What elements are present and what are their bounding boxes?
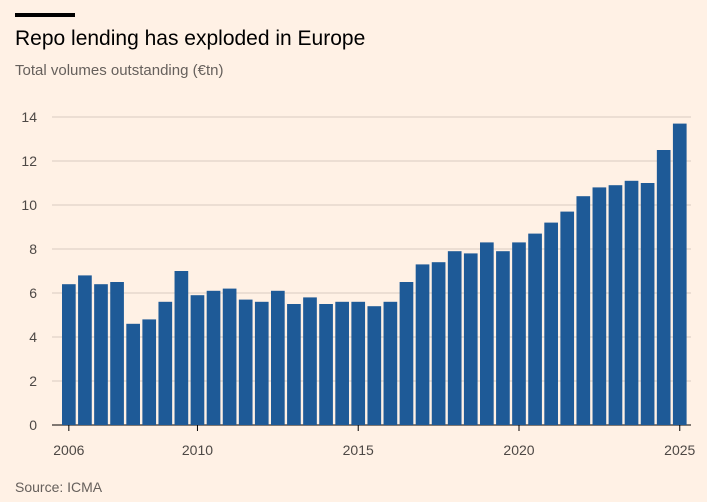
bar-2019 bbox=[480, 242, 494, 425]
bar-2014.5 bbox=[335, 301, 349, 425]
bar-2023 bbox=[608, 185, 623, 425]
bar-2011.5 bbox=[238, 299, 253, 425]
bar-2013.5 bbox=[303, 297, 317, 425]
y-axis-ticks: 0 2 4 6 8 10 12 14 bbox=[21, 109, 37, 433]
bar-2015 bbox=[351, 301, 366, 425]
bar-2012 bbox=[254, 301, 269, 425]
y-tick-label: 8 bbox=[29, 241, 37, 257]
bar-2014 bbox=[319, 304, 333, 425]
bar-2018 bbox=[447, 251, 462, 425]
bar-2011 bbox=[222, 288, 237, 425]
chart-subtitle: Total volumes outstanding (€tn) bbox=[15, 62, 224, 79]
bar-2022 bbox=[576, 196, 591, 425]
y-tick-label: 4 bbox=[29, 329, 37, 345]
bar-2023.5 bbox=[624, 180, 639, 425]
bar-2019.5 bbox=[496, 251, 510, 425]
chart-title: Repo lending has exploded in Europe bbox=[15, 27, 366, 50]
bar-2013 bbox=[287, 304, 301, 425]
y-tick-label: 0 bbox=[29, 417, 37, 433]
bar-2012.5 bbox=[271, 290, 285, 425]
bar-2025 bbox=[672, 123, 687, 425]
x-tick-label: 2025 bbox=[664, 442, 695, 458]
bar-2010.5 bbox=[206, 290, 221, 425]
bar-2020.5 bbox=[528, 233, 542, 425]
x-tick-label: 2015 bbox=[343, 442, 374, 458]
bar-2016.5 bbox=[399, 282, 414, 425]
x-tick-label: 2010 bbox=[182, 442, 213, 458]
y-tick-label: 10 bbox=[21, 197, 37, 213]
bar-2009 bbox=[158, 301, 173, 425]
bar-2008.5 bbox=[142, 319, 157, 425]
y-tick-label: 2 bbox=[29, 373, 37, 389]
bar-2024.5 bbox=[656, 150, 671, 425]
bar-2010 bbox=[190, 295, 205, 425]
bar-2024 bbox=[640, 183, 655, 425]
bar-2008 bbox=[126, 323, 140, 425]
bar-2007 bbox=[94, 284, 108, 425]
bar-2017 bbox=[415, 264, 430, 425]
bar-2006.5 bbox=[78, 275, 92, 425]
bar-2015.5 bbox=[367, 306, 382, 425]
y-tick-label: 12 bbox=[21, 153, 37, 169]
bar-2022.5 bbox=[592, 187, 607, 425]
bar-2006 bbox=[62, 284, 76, 425]
source-note: Source: ICMA bbox=[15, 479, 103, 495]
x-tick-label: 2006 bbox=[53, 442, 84, 458]
y-tick-label: 6 bbox=[29, 285, 37, 301]
bar-2009.5 bbox=[174, 271, 189, 425]
bar-2021 bbox=[544, 222, 558, 425]
x-tick-label: 2020 bbox=[503, 442, 534, 458]
bar-2017.5 bbox=[431, 262, 446, 425]
bars bbox=[62, 123, 687, 425]
bar-chart: 0 2 4 6 8 10 12 14 2006 2010 2015 2020 2025 bbox=[21, 109, 696, 458]
bar-2016 bbox=[383, 301, 398, 425]
brand-rule bbox=[15, 13, 75, 17]
bar-2018.5 bbox=[463, 253, 478, 425]
bar-2020 bbox=[512, 242, 526, 425]
y-tick-label: 14 bbox=[21, 109, 37, 125]
x-axis-ticks: 2006 2010 2015 2020 2025 bbox=[53, 425, 696, 458]
bar-2021.5 bbox=[560, 211, 575, 425]
bar-2007.5 bbox=[110, 282, 124, 425]
